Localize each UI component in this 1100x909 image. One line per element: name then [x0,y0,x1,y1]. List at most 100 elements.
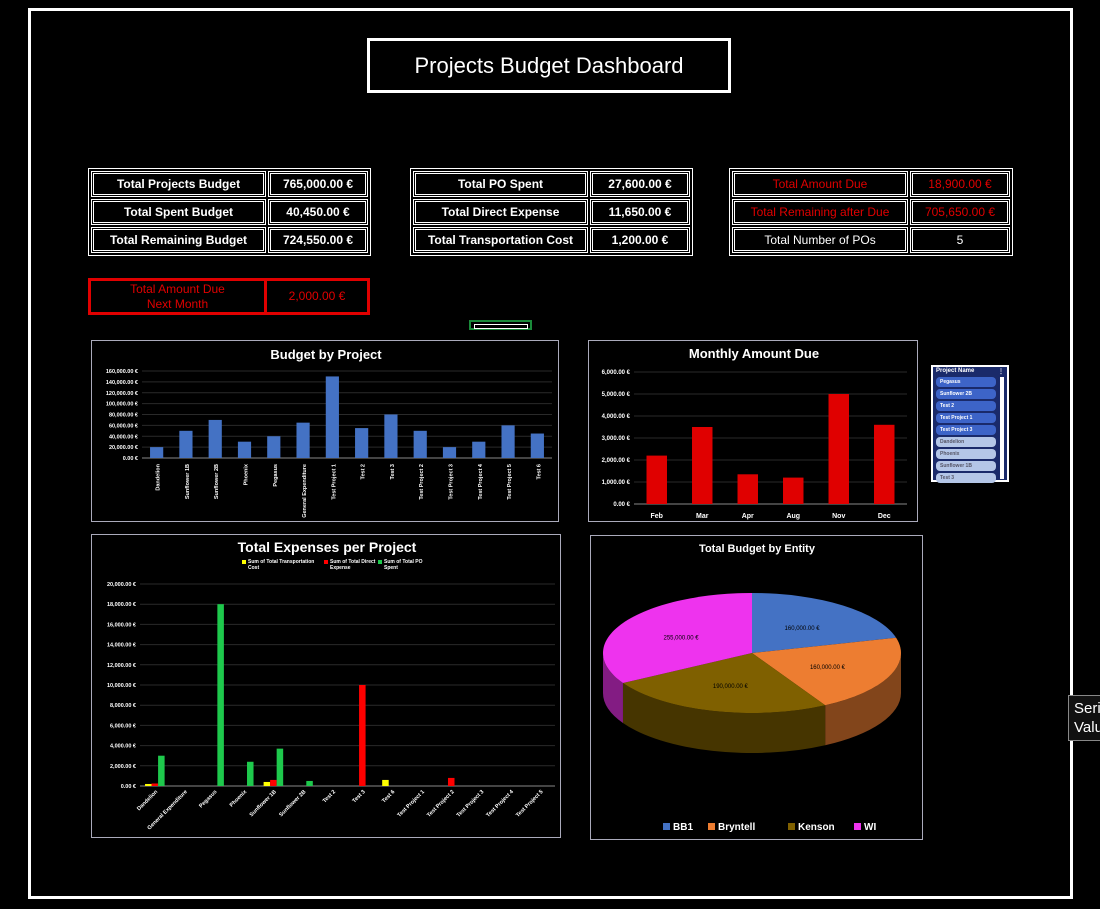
x-tick-label: General Expenditure [302,464,308,518]
bar [306,780,313,786]
kpi-value: 765,000.00 € [268,171,368,197]
legend-label: Sum of Total Direct Expense [330,559,376,571]
bar [530,433,544,458]
slicer-scrollbar[interactable] [1000,377,1004,479]
chart-monthly-amount-due[interactable]: Monthly Amount Due 0.00 € 1,000.00 € 2,000.… [588,340,918,522]
x-tick-label: Test 6 [536,464,542,480]
bar [413,430,427,458]
x-tick-label: Dandelion [136,789,159,812]
legend-label: Kenson [798,822,835,833]
slicer-header: Project Name ⋮ [934,368,1006,376]
y-tick-label: 80,000.00 € [109,413,138,419]
y-tick-label: 5,000.00 € [602,392,631,398]
bar [263,781,271,786]
pie-slice-side [622,683,826,753]
chart-title: Total Expenses per Project [238,539,417,555]
y-tick-label: 6,000.00 € [110,723,136,729]
next-month-due-value: 2,000.00 € [288,289,346,303]
project-name-slicer[interactable]: Project Name ⋮ Pegasus Sunflower 2B Test 2 T… [931,365,1009,483]
y-tick-label: 20,000.00 € [109,445,138,451]
legend-swatch [242,560,246,564]
x-tick-label: Pegasus [198,789,218,809]
bar [828,394,849,504]
kpi-label: Total Direct Expense [413,199,588,225]
kpi-label: Total Projects Budget [91,171,266,197]
pie-slice [603,593,752,683]
bar [692,427,713,504]
kpi-value: 1,200.00 € [590,227,690,253]
y-tick-label: 140,000.00 € [106,380,138,386]
kpi-table-budget: Total Projects Budget 765,000.00 € Total … [88,168,371,256]
slicer-item[interactable]: Sunflower 1B [936,461,996,471]
y-tick-label: 120,000.00 € [106,391,138,397]
y-tick-label: 1,000.00 € [602,480,631,486]
bar [267,436,281,458]
clear-filter-icon[interactable]: ⋮ [998,369,1004,375]
x-tick-label: Dec [878,513,891,520]
y-tick-label: 18,000.00 € [107,602,136,608]
pie-data-label: 160,000.00 € [810,665,846,671]
slicer-item[interactable]: Sunflower 2B [936,389,996,399]
legend-label: Bryntell [718,822,755,833]
pie-data-label: 190,000.00 € [713,684,749,690]
bar [359,685,366,786]
legend-swatch [324,560,328,564]
x-tick-label: Test 6 [381,789,396,804]
bar [276,748,284,786]
x-tick-label: Dandelion [156,463,162,490]
legend-swatch [788,823,795,830]
y-tick-label: 60,000.00 € [109,423,138,429]
slicer-title: Project Name [936,368,975,374]
chart-tooltip: Seri Valu [1068,695,1100,741]
bar [646,455,667,504]
slicer-item[interactable]: Pegasus [936,377,996,387]
x-tick-label: Test Project 3 [449,464,455,500]
x-tick-label: Test Project 3 [456,789,485,818]
chart-svg: Total Expenses per Project 0.00 € 2,000.00… [107,539,555,831]
bar [355,428,369,458]
x-tick-label: Sunflower 1B [249,789,278,818]
bar [447,777,455,786]
kpi-label: Total Remaining Budget [91,227,266,253]
bar [384,414,398,458]
kpi-label: Total PO Spent [413,171,588,197]
x-tick-label: Test 2 [322,789,337,804]
x-tick-label: Test 3 [352,789,367,804]
x-tick-label: Test Project 5 [507,464,513,500]
kpi-label: Total Transportation Cost [413,227,588,253]
y-tick-label: 20,000.00 € [107,582,136,588]
y-tick-label: 0.00 € [121,784,136,790]
pie-slice [752,593,897,653]
kpi-label: Total Remaining after Due [732,199,908,225]
slicer-item[interactable]: Test Project 3 [936,425,996,435]
slicer-item[interactable]: Test 2 [936,401,996,411]
y-tick-label: 3,000.00 € [602,436,631,442]
y-tick-label: 12,000.00 € [107,663,136,669]
selected-cell[interactable] [469,320,532,330]
x-tick-label: Test Project 1 [331,464,337,500]
bar [158,755,165,786]
bar [737,474,758,504]
chart-budget-by-project[interactable]: Budget by Project 0.00 € 20,000.00 € 40,000… [91,340,559,522]
y-tick-label: 8,000.00 € [110,703,136,709]
kpi-label: Total Number of POs [732,227,908,253]
pie-data-label: 255,000.00 € [664,636,700,642]
kpi-table-spend: Total PO Spent 27,600.00 € Total Direct E… [410,168,693,256]
chart-budget-by-entity[interactable]: Total Budget by Entity 160,000.00 € 160,00… [590,535,923,840]
chart-title: Budget by Project [270,347,382,362]
pie-slice-side [825,653,901,746]
bar [145,783,152,786]
kpi-value: 18,900.00 € [910,171,1010,197]
slicer-item[interactable]: Test 3 [936,473,996,483]
x-tick-label: Sunflower 1B [185,464,191,499]
bar [179,430,193,458]
y-tick-label: 0.00 € [613,502,630,508]
slicer-item[interactable]: Test Project 1 [936,413,996,423]
x-tick-label: Test Project 5 [515,789,544,818]
chart-svg: Monthly Amount Due 0.00 € 1,000.00 € 2,000.… [602,346,907,520]
slicer-item[interactable]: Dandelion [936,437,996,447]
y-tick-label: 0.00 € [123,456,138,462]
slicer-item[interactable]: Phoenix [936,449,996,459]
chart-total-expenses[interactable]: Total Expenses per Project 0.00 € 2,000.00… [91,534,561,838]
y-tick-label: 6,000.00 € [602,370,631,376]
